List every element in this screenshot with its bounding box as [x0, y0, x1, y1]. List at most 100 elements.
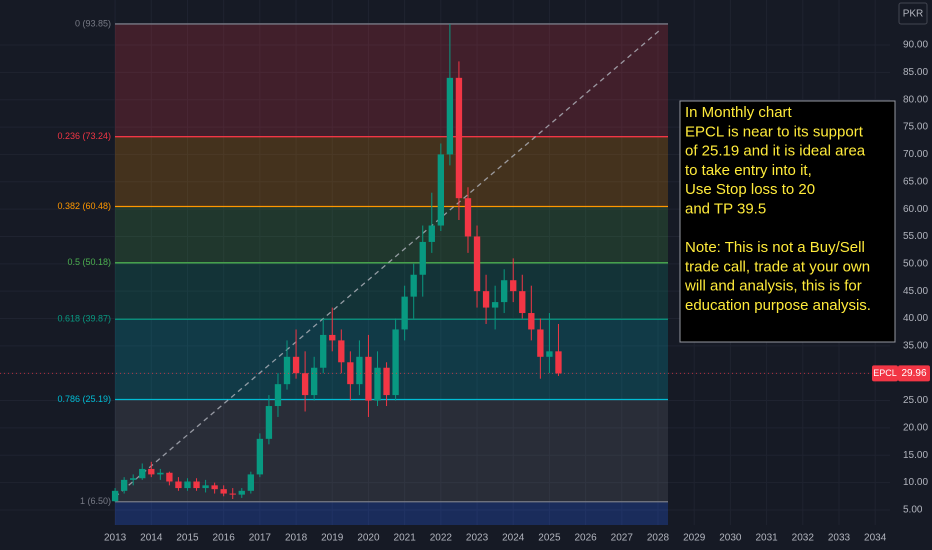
candle-body	[193, 481, 200, 489]
candle-body	[265, 406, 273, 439]
y-tick-label: 35.00	[903, 341, 928, 352]
currency: PKR	[903, 9, 924, 20]
fib-label: 0.236 (73.24)	[57, 131, 111, 141]
x-tick-label: 2029	[683, 533, 706, 544]
candle-body	[482, 291, 490, 308]
annotation-line: EPCL is near to its support	[685, 123, 864, 140]
fib-band	[115, 501, 668, 525]
x-tick-label: 2031	[755, 533, 778, 544]
fib-label: 0.5 (50.18)	[67, 257, 111, 267]
candle-body	[175, 481, 182, 489]
symbol-name: EPCL	[873, 368, 897, 378]
candle-body	[546, 351, 553, 357]
x-tick-label: 2024	[502, 533, 525, 544]
x-tick-label: 2014	[140, 533, 163, 544]
annotation-line: and TP 39.5	[685, 200, 766, 217]
candle-body	[310, 367, 318, 396]
y-tick-label: 70.00	[903, 149, 928, 160]
candle-body	[347, 362, 354, 385]
candle-body	[537, 329, 544, 357]
candle-body	[229, 493, 236, 495]
candle-body	[184, 481, 191, 489]
annotation-line: of 25.19 and it is ideal area	[685, 143, 866, 160]
annotation-line: education purpose analysis.	[685, 297, 871, 314]
candle-body	[501, 280, 508, 303]
candle-body	[491, 302, 499, 308]
candle-body	[555, 351, 562, 374]
candle-body	[139, 468, 146, 479]
x-tick-label: 2027	[611, 533, 634, 544]
candle-body	[301, 373, 309, 396]
annotation-line: In Monthly chart	[685, 104, 793, 121]
y-tick-label: 90.00	[903, 40, 928, 51]
candle-body	[392, 329, 399, 396]
candle-body	[464, 198, 472, 237]
candle-body	[365, 356, 372, 401]
x-tick-label: 2026	[574, 533, 597, 544]
candle-body	[329, 334, 336, 341]
y-tick-label: 55.00	[903, 231, 928, 242]
currency-box	[898, 2, 928, 25]
price-tag	[898, 365, 930, 382]
candle-body	[410, 274, 417, 297]
x-tick-label: 2030	[719, 533, 742, 544]
y-tick-label: 60.00	[903, 204, 928, 215]
x-tick-label: 2015	[176, 533, 199, 544]
candle-body	[446, 77, 454, 155]
candle-body	[111, 490, 119, 502]
candle-body	[419, 241, 426, 275]
x-tick-label: 2017	[249, 533, 272, 544]
symbol-tag	[872, 365, 898, 382]
candle-body	[455, 77, 463, 199]
y-tick-label: 10.00	[903, 477, 928, 488]
candle-body	[283, 356, 291, 385]
y-tick-label: 5.00	[903, 505, 923, 516]
candle-body	[356, 356, 363, 385]
x-tick-label: 2034	[864, 533, 887, 544]
x-tick-label: 2028	[647, 533, 670, 544]
trend-line	[114, 29, 661, 498]
y-tick-label: 40.00	[903, 313, 928, 324]
candle-body	[383, 367, 390, 396]
candle-body	[220, 489, 227, 494]
x-tick-label: 2023	[466, 533, 489, 544]
x-tick-label: 2022	[430, 533, 453, 544]
candle-body	[247, 474, 254, 491]
last-price: 29.96	[901, 368, 926, 379]
candle-body	[274, 384, 282, 407]
x-tick-label: 2025	[538, 533, 561, 544]
x-tick-label: 2020	[357, 533, 380, 544]
candle-body	[166, 472, 173, 482]
candle-body	[211, 485, 218, 490]
x-tick-label: 2019	[321, 533, 344, 544]
fib-band	[115, 136, 668, 207]
candle-body	[120, 479, 128, 491]
annotation-line: Note: This is not a Buy/Sell	[685, 239, 865, 256]
candle-body	[238, 490, 245, 495]
candle-body	[157, 472, 164, 475]
x-tick-label: 2013	[104, 533, 127, 544]
candle-body	[292, 356, 300, 374]
candle-body	[130, 478, 137, 480]
y-tick-label: 45.00	[903, 286, 928, 297]
fib-band	[115, 206, 668, 263]
candle-body	[256, 438, 264, 475]
y-tick-label: 65.00	[903, 176, 928, 187]
candle-body	[510, 280, 517, 292]
candle-body	[202, 485, 209, 489]
y-tick-label: 85.00	[903, 67, 928, 78]
x-tick-label: 2021	[394, 533, 417, 544]
x-tick-label: 2016	[213, 533, 236, 544]
fib-label: 0 (93.85)	[75, 18, 111, 28]
candle-body	[428, 225, 435, 242]
y-tick-label: 75.00	[903, 122, 928, 133]
fib-label: 1 (6.50)	[80, 496, 111, 506]
x-tick-label: 2018	[285, 533, 308, 544]
fib-band	[115, 399, 668, 502]
candle-body	[401, 296, 408, 330]
y-tick-label: 20.00	[903, 423, 928, 434]
annotation-box	[679, 100, 896, 343]
candle-body	[320, 334, 327, 368]
